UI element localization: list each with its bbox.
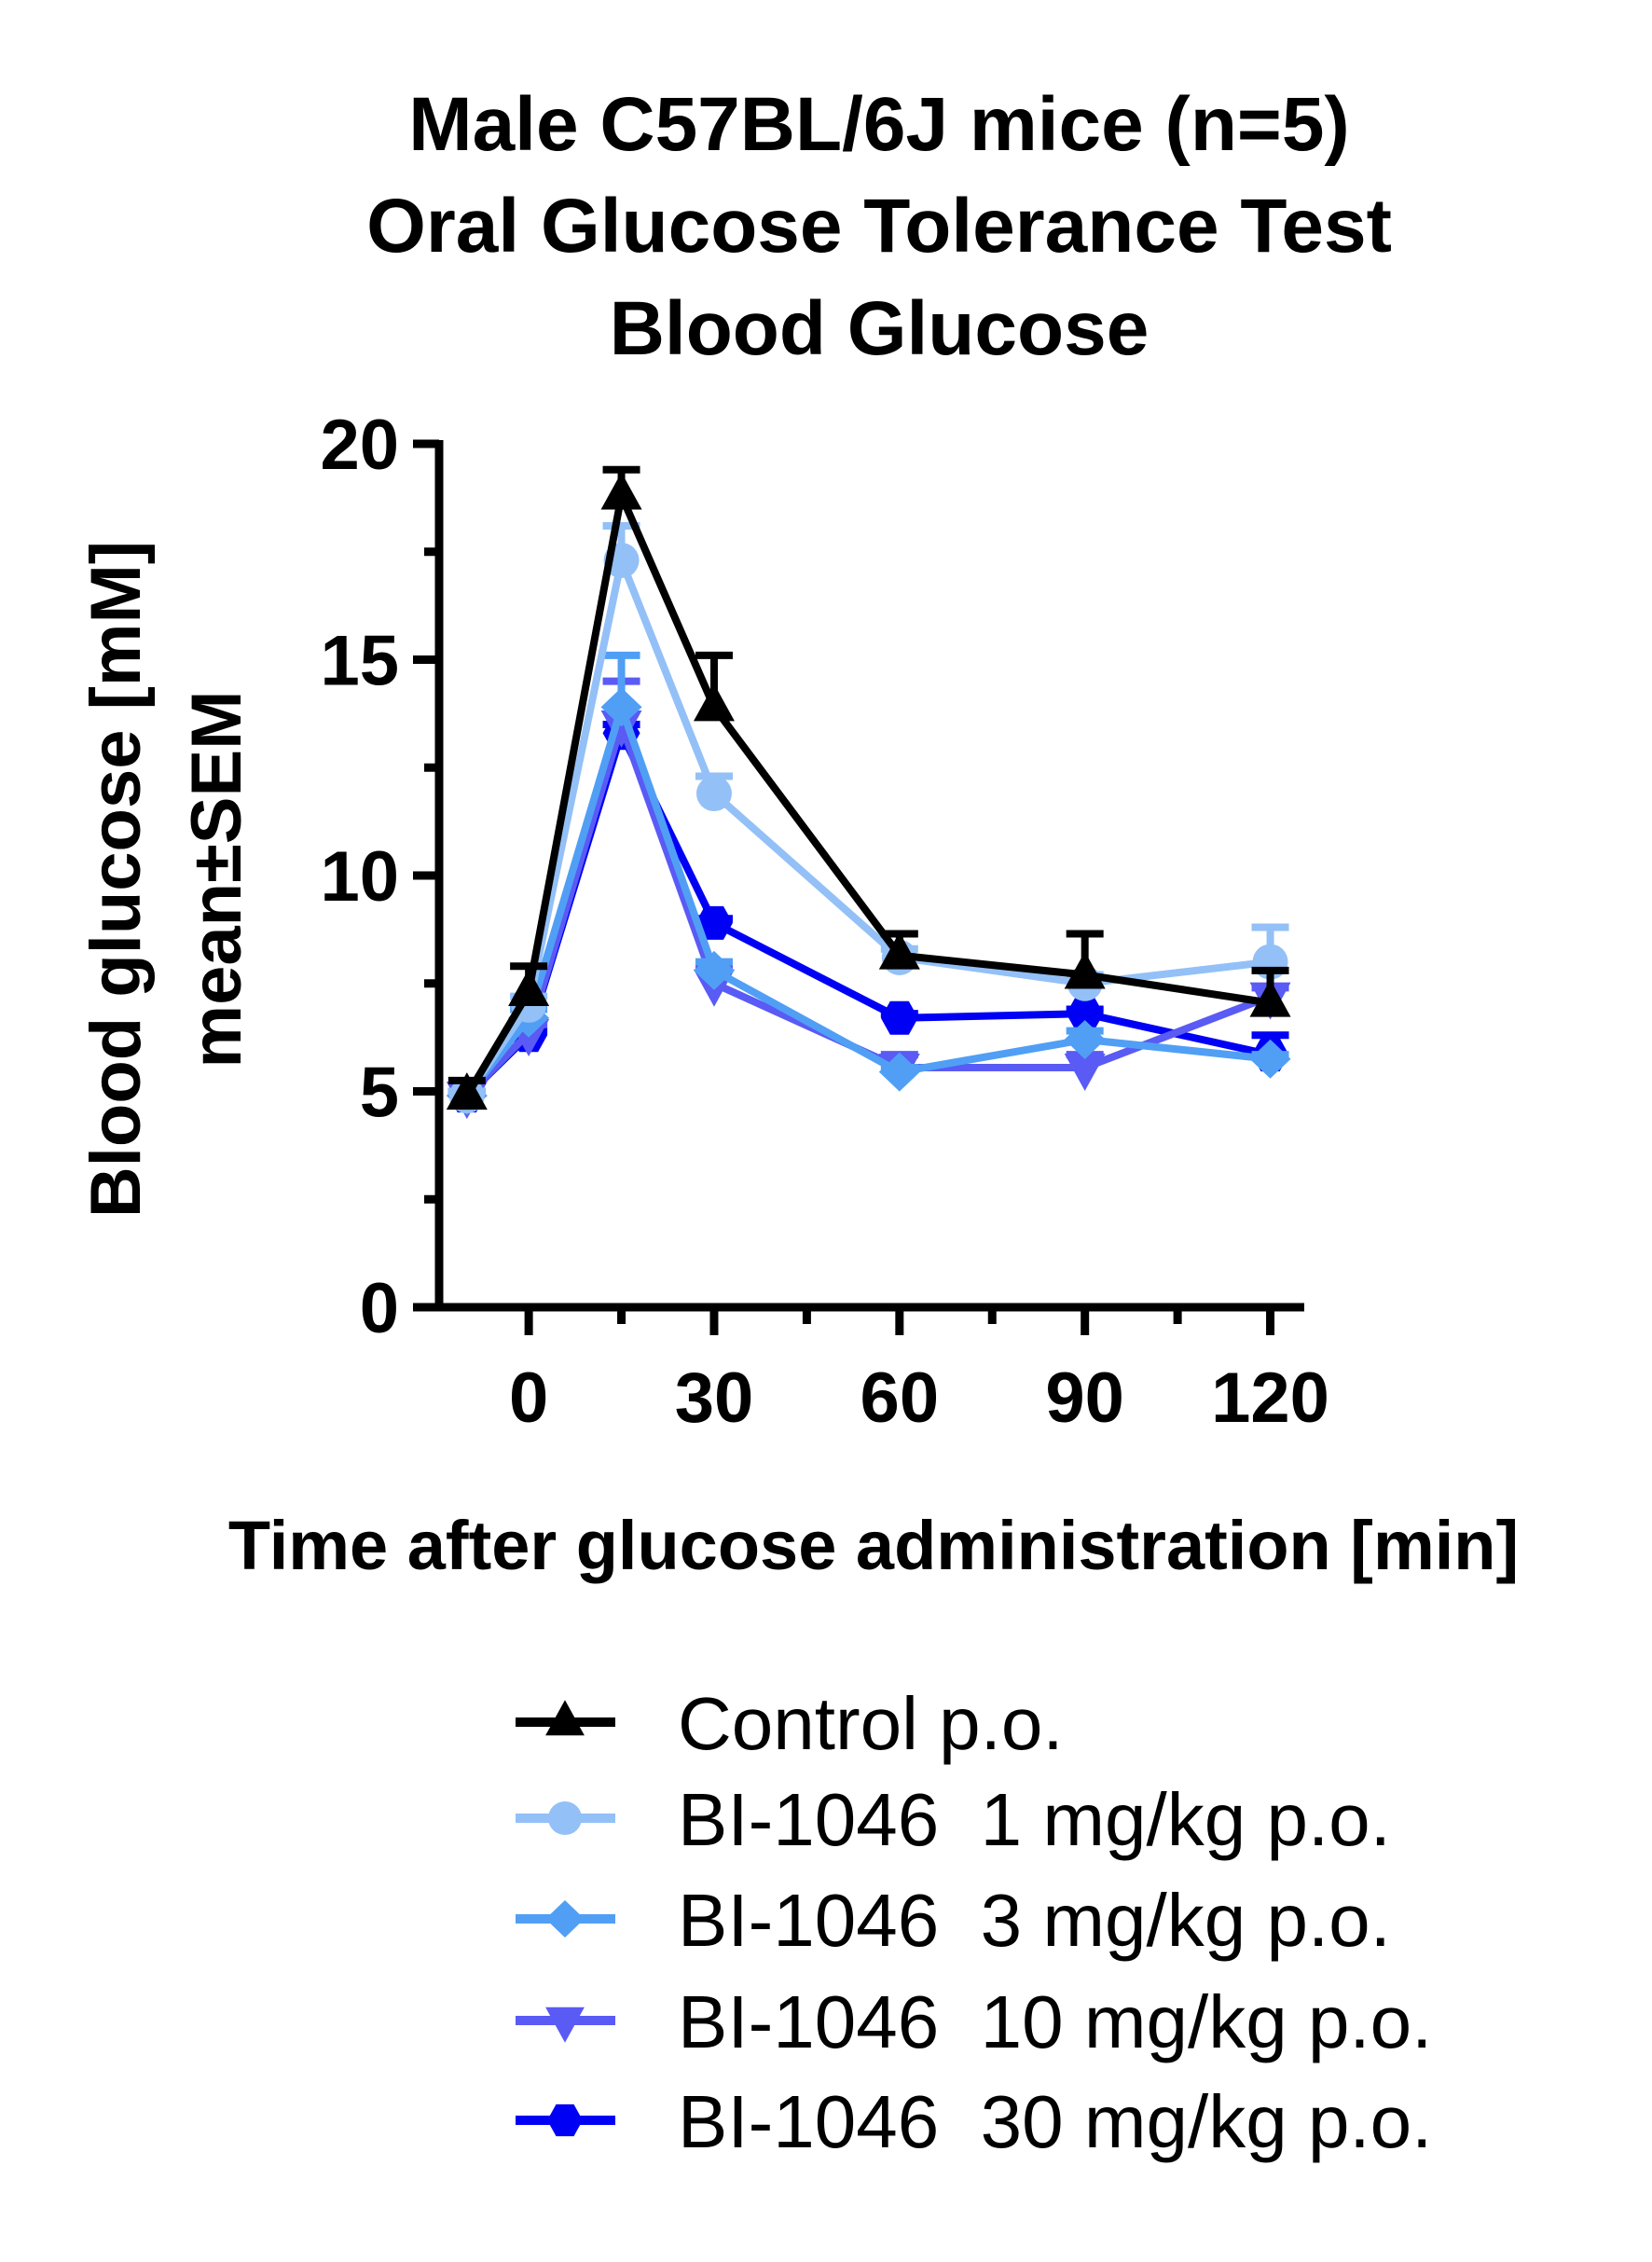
- x-tick-label: 0: [509, 1359, 548, 1438]
- series-line: [463, 695, 1271, 1098]
- y-tick-label: 15: [320, 622, 399, 701]
- data-point-triangle-down: [600, 710, 642, 748]
- data-point-hexagon: [1066, 997, 1104, 1031]
- y-tick-label: 0: [360, 1269, 399, 1348]
- data-point-triangle-up: [545, 1700, 585, 1736]
- data-point-diamond: [1064, 1019, 1106, 1059]
- title-line-2: Oral Glucose Tolerance Test: [366, 184, 1392, 269]
- data-point-hexagon: [695, 905, 733, 940]
- title-line-3: Blood Glucose: [610, 286, 1150, 371]
- x-tick-label: 90: [1045, 1359, 1124, 1438]
- x-tick-label: 120: [1211, 1359, 1329, 1438]
- x-tick-label: 60: [860, 1359, 940, 1438]
- legend-item: BI-1046 30 mg/kg p.o.: [516, 2080, 1432, 2163]
- y-axis-label: Blood glucose [mM] mean±SEM: [76, 541, 256, 1218]
- data-point-diamond: [545, 1900, 585, 1938]
- chart-title: Male C57BL/6J mice (n=5) Oral Glucose To…: [366, 82, 1392, 371]
- data-point-diamond: [693, 950, 735, 990]
- y-tick-label: 20: [320, 406, 399, 485]
- data-point-triangle-down: [545, 2007, 585, 2043]
- series-0: [446, 465, 1291, 1110]
- legend-item: BI-1046 3 mg/kg p.o.: [516, 1879, 1391, 1962]
- x-tick-label: 30: [675, 1359, 754, 1438]
- legend-label: Control p.o.: [678, 1682, 1064, 1765]
- legend-item: BI-1046 1 mg/kg p.o.: [516, 1778, 1391, 1861]
- data-point-triangle-up: [693, 683, 735, 722]
- series-1: [447, 521, 1289, 1114]
- axes: 0 5 10 15 20 0 30 60 90 120: [320, 406, 1328, 1438]
- data-point-triangle-up: [600, 472, 642, 510]
- legend-item: BI-1046 10 mg/kg p.o.: [516, 1980, 1432, 2063]
- data-point-triangle-up: [1064, 951, 1106, 989]
- legend-item: Control p.o.: [516, 1682, 1064, 1765]
- data-point-diamond: [878, 1052, 920, 1092]
- y-axis-label-line-2: mean±SEM: [177, 691, 256, 1069]
- legend-label: BI-1046 10 mg/kg p.o.: [678, 1980, 1432, 2063]
- y-tick-label: 10: [320, 837, 399, 917]
- data-point-triangle-down: [1064, 1054, 1106, 1092]
- legend-label: BI-1046 3 mg/kg p.o.: [678, 1879, 1391, 1962]
- data-point-hexagon: [880, 1000, 918, 1035]
- data-point-circle: [695, 776, 732, 812]
- data-point-diamond: [1249, 1039, 1291, 1079]
- data-point-diamond: [600, 687, 642, 727]
- data-point-circle: [547, 1800, 583, 1836]
- data-point-triangle-up: [1249, 979, 1291, 1017]
- y-axis-label-line-1: Blood glucose [mM]: [76, 541, 156, 1218]
- title-line-1: Male C57BL/6J mice (n=5): [408, 82, 1349, 167]
- data-point-triangle-up: [446, 1072, 488, 1110]
- data-point-triangle-up: [878, 931, 920, 970]
- legend: Control p.o. BI-1046 1 mg/kg p.o. BI-1046 …: [516, 1682, 1432, 2163]
- y-tick-label: 5: [360, 1054, 399, 1133]
- legend-label: BI-1046 1 mg/kg p.o.: [678, 1778, 1391, 1861]
- plot-area: [446, 465, 1291, 1120]
- data-point-triangle-up: [508, 969, 550, 1007]
- data-point-hexagon: [547, 2103, 583, 2137]
- legend-label: BI-1046 30 mg/kg p.o.: [678, 2080, 1432, 2163]
- x-axis-label: Time after glucose administration [min]: [228, 1507, 1519, 1584]
